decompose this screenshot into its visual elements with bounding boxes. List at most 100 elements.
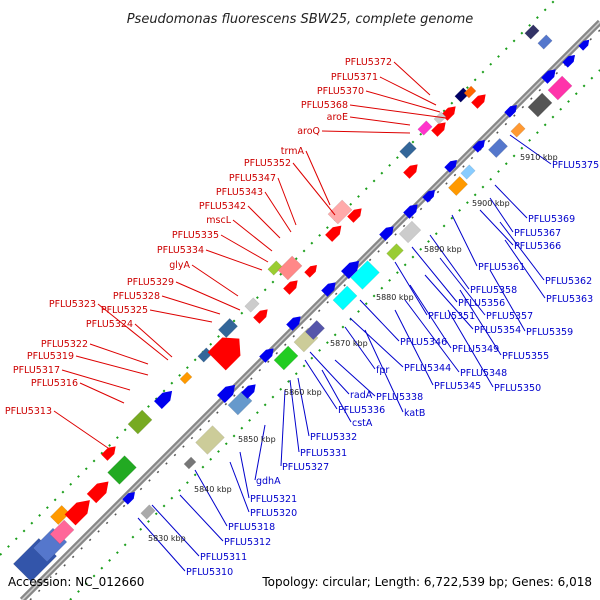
gene-feature	[537, 34, 553, 50]
gene-label-reverse: PFLU5369	[528, 214, 575, 225]
label-connector	[292, 162, 336, 216]
gene-feature	[101, 446, 116, 461]
label-connector	[344, 326, 376, 370]
gene-feature	[327, 199, 353, 225]
label-connector	[304, 359, 338, 410]
gene-feature	[321, 282, 336, 297]
label-connector	[439, 257, 486, 316]
label-connector	[280, 389, 286, 467]
gene-feature	[304, 265, 317, 278]
gene-label-reverse: PFLU5361	[478, 262, 525, 273]
accession-text: Accession: NC_012660	[8, 575, 144, 589]
label-connector	[365, 90, 441, 113]
label-connector	[334, 359, 376, 397]
label-connector	[229, 461, 250, 513]
label-connector	[79, 382, 125, 404]
gene-label-forward: PFLU5334	[157, 245, 204, 256]
gene-feature	[64, 500, 90, 526]
ruler-tick-label: 5880 kbp	[376, 293, 414, 302]
ruler-tick-label: 5860 kbp	[284, 388, 322, 397]
label-connector	[494, 184, 528, 219]
label-connector	[504, 239, 546, 299]
gene-feature	[510, 122, 526, 138]
label-connector	[429, 234, 470, 290]
ruler-tick-label: 5830 kbp	[148, 534, 186, 543]
label-connector	[151, 504, 200, 557]
gene-feature	[379, 226, 394, 241]
gene-feature	[341, 260, 360, 279]
gene-feature	[217, 384, 236, 403]
gene-feature	[524, 24, 540, 40]
label-connector	[411, 246, 458, 303]
gene-label-forward: PFLU5370	[317, 86, 364, 97]
gene-feature	[431, 122, 446, 137]
gene-feature	[244, 297, 260, 313]
label-connector	[247, 205, 281, 239]
label-connector	[447, 309, 494, 388]
label-connector	[451, 214, 478, 267]
gene-feature	[140, 504, 156, 520]
gene-feature	[350, 260, 380, 290]
gene-label-reverse: PFLU5362	[545, 276, 592, 287]
reverse-gene-labels: PFLU5375 PFLU5369 PFLU5367 PFLU5366 PFLU5361…	[137, 134, 599, 578]
gene-label-reverse: PFLU5336	[338, 405, 385, 416]
label-connector	[489, 197, 514, 233]
gene-feature	[122, 492, 135, 505]
ruler-tick-label: 5870 kbp	[330, 339, 368, 348]
label-connector	[61, 369, 131, 391]
gene-feature	[286, 316, 301, 331]
gene-feature	[154, 390, 173, 409]
gene-label-forward: mscL	[206, 215, 231, 226]
gene-label-reverse: PFLU5318	[228, 522, 275, 533]
gene-label-reverse: fpr	[376, 365, 389, 376]
label-connector	[509, 134, 552, 165]
gene-feature	[433, 111, 447, 125]
gene-feature	[332, 285, 358, 311]
gene-feature	[183, 456, 197, 470]
gene-label-forward: PFLU5324	[86, 319, 133, 330]
gene-label-reverse: PFLU5366	[514, 241, 561, 252]
gene-feature	[305, 320, 325, 340]
gene-feature	[86, 481, 109, 504]
gene-label-reverse: katB	[404, 408, 425, 419]
gene-label-forward: PFLU5368	[301, 100, 348, 111]
gene-feature	[547, 75, 573, 101]
gene-label-forward: aroE	[327, 112, 348, 123]
label-connector	[149, 309, 213, 323]
gene-label-reverse: PFLU5350	[494, 383, 541, 394]
gene-label-forward: PFLU5322	[41, 339, 88, 350]
ruler-tick-label: 5840 kbp	[194, 485, 232, 494]
label-connector	[137, 517, 186, 572]
label-connector	[409, 284, 452, 349]
label-connector	[404, 299, 460, 373]
gene-label-forward: PFLU5323	[49, 299, 96, 310]
gene-feature	[325, 225, 342, 242]
gene-label-reverse: gdhA	[256, 476, 281, 487]
label-connector	[393, 61, 431, 96]
label-connector	[254, 424, 266, 481]
gene-label-reverse: cstA	[352, 418, 373, 429]
label-connector	[321, 130, 411, 134]
ruler-tick-label: 5850 kbp	[238, 435, 276, 444]
gene-feature	[448, 176, 468, 196]
label-connector	[297, 377, 310, 437]
gene-feature	[578, 39, 590, 51]
gene-feature	[471, 94, 486, 109]
gene-label-reverse: PFLU5363	[546, 294, 593, 305]
label-connector	[424, 274, 474, 330]
label-connector	[97, 303, 169, 361]
gene-feature	[50, 505, 70, 525]
label-connector	[321, 369, 352, 423]
gene-feature	[195, 425, 225, 455]
gene-feature	[399, 141, 417, 159]
gene-feature	[444, 160, 457, 173]
gene-feature	[107, 455, 137, 485]
label-connector	[191, 264, 239, 297]
gene-label-forward: PFLU5335	[172, 230, 219, 241]
kbp-ruler: 5830 kbp 5840 kbp 5850 kbp 5860 kbp 5870 kbp…	[148, 153, 558, 543]
label-connector	[349, 317, 404, 368]
gene-label-reverse: PFLU5327	[282, 462, 329, 473]
gene-feature	[403, 164, 418, 179]
label-connector	[53, 410, 109, 449]
gene-feature	[267, 260, 283, 276]
